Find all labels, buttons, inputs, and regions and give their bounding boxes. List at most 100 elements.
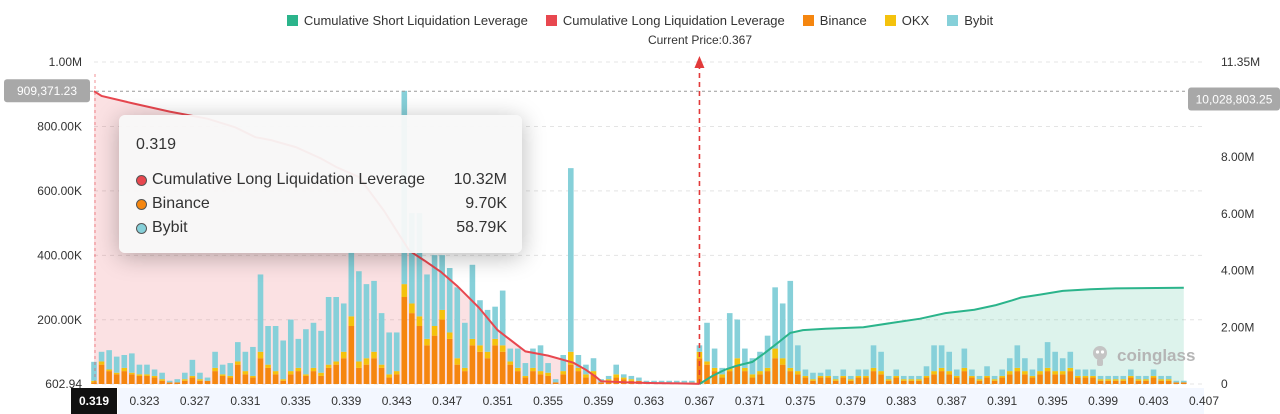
bar-bybit bbox=[552, 379, 559, 383]
y-left-marker-label: 909,371.23 bbox=[17, 84, 77, 98]
bar-bybit bbox=[522, 363, 529, 376]
bar-okx bbox=[1075, 375, 1081, 378]
bar-okx bbox=[91, 380, 97, 383]
bar-binance bbox=[522, 377, 529, 384]
y-left-tick-label: 800.00K bbox=[37, 119, 82, 133]
bar-bybit bbox=[310, 322, 317, 368]
bar-okx bbox=[431, 326, 438, 336]
x-tick-label: 0.351 bbox=[483, 394, 513, 408]
bar-bybit bbox=[537, 345, 544, 372]
y-right-tick-label: 6.00M bbox=[1221, 207, 1254, 221]
bar-bybit bbox=[749, 358, 756, 375]
bar-okx bbox=[242, 371, 249, 375]
bar-okx bbox=[560, 371, 567, 375]
bar-binance bbox=[499, 351, 506, 384]
bar-binance bbox=[991, 380, 998, 384]
bar-bybit bbox=[825, 369, 831, 376]
x-tick-label: 0.359 bbox=[584, 394, 614, 408]
x-tick-label: 0.355 bbox=[533, 394, 563, 408]
legend-item-long[interactable]: Cumulative Long Liquidation Leverage bbox=[545, 13, 785, 28]
bar-okx bbox=[1158, 379, 1164, 381]
bar-okx bbox=[287, 371, 294, 375]
bar-bybit bbox=[507, 348, 514, 362]
x-tick-label: 0.335 bbox=[281, 394, 311, 408]
bar-binance bbox=[1067, 371, 1074, 384]
legend-swatch-okx bbox=[884, 15, 896, 26]
legend-item-short[interactable]: Cumulative Short Liquidation Leverage bbox=[286, 13, 528, 28]
bar-binance bbox=[356, 367, 362, 384]
bar-binance bbox=[779, 364, 786, 384]
x-tick-label: 0.403 bbox=[1139, 394, 1169, 408]
bar-binance bbox=[446, 338, 453, 384]
x-tick-label: 0.339 bbox=[331, 394, 361, 408]
bar-okx bbox=[1120, 379, 1127, 381]
bar-okx bbox=[340, 351, 347, 359]
bar-okx bbox=[393, 371, 400, 375]
bar-bybit bbox=[151, 369, 158, 376]
bar-binance bbox=[946, 374, 953, 384]
bar-bybit bbox=[492, 306, 498, 339]
bar-bybit bbox=[810, 372, 816, 380]
bar-okx bbox=[409, 303, 415, 314]
bar-bybit bbox=[696, 345, 703, 352]
bar-okx bbox=[129, 372, 135, 375]
chart-legend: Cumulative Short Liquidation Leverage Cu… bbox=[0, 13, 1280, 28]
bar-bybit bbox=[393, 332, 400, 372]
bar-bybit bbox=[681, 380, 688, 383]
x-tick-label: 0.371 bbox=[735, 394, 765, 408]
bar-binance bbox=[1014, 371, 1021, 384]
bar-okx bbox=[795, 371, 801, 375]
bar-binance bbox=[287, 374, 294, 384]
bar-okx bbox=[757, 371, 763, 375]
bar-bybit bbox=[726, 313, 733, 368]
bar-bybit bbox=[257, 274, 264, 352]
legend-item-binance[interactable]: Binance bbox=[802, 13, 867, 28]
bar-binance bbox=[810, 380, 816, 384]
bar-okx bbox=[250, 375, 256, 378]
short-liquidation-line bbox=[698, 286, 1184, 385]
bar-binance bbox=[908, 380, 915, 384]
bar-bybit bbox=[1052, 351, 1058, 372]
bar-bybit bbox=[204, 377, 211, 381]
y-left-tick-label: 602.94 bbox=[45, 377, 82, 391]
bar-binance bbox=[197, 380, 203, 384]
x-tick-label: 0.391 bbox=[987, 394, 1017, 408]
bar-binance bbox=[454, 364, 461, 384]
bar-okx bbox=[1014, 367, 1021, 372]
bar-bybit bbox=[1090, 369, 1096, 376]
bar-okx bbox=[969, 375, 975, 378]
bar-binance bbox=[976, 380, 983, 384]
bar-binance bbox=[1105, 380, 1111, 384]
bar-okx bbox=[144, 374, 150, 376]
x-tick-label: 0.343 bbox=[382, 394, 412, 408]
bar-bybit bbox=[212, 351, 218, 368]
bar-okx bbox=[946, 371, 953, 375]
bar-binance bbox=[999, 377, 1005, 384]
bar-binance bbox=[1165, 380, 1172, 384]
bar-binance bbox=[552, 382, 559, 384]
bar-binance bbox=[931, 374, 937, 384]
bar-binance bbox=[1173, 382, 1180, 384]
bar-bybit bbox=[734, 319, 741, 359]
y-right-tick-label: 4.00M bbox=[1221, 264, 1254, 278]
bar-bybit bbox=[1014, 345, 1021, 368]
bar-okx bbox=[189, 375, 196, 378]
bar-binance bbox=[303, 375, 309, 384]
bar-okx bbox=[446, 332, 453, 339]
tooltip-dot-bybit bbox=[136, 222, 147, 234]
bar-binance bbox=[1029, 377, 1036, 384]
bar-okx bbox=[817, 375, 824, 378]
bar-binance bbox=[1037, 374, 1043, 384]
bar-okx bbox=[749, 374, 756, 378]
bar-bybit bbox=[166, 380, 173, 383]
legend-item-okx[interactable]: OKX bbox=[884, 13, 929, 28]
tooltip-row-bybit: Bybit 58.79K bbox=[136, 219, 507, 237]
bar-binance bbox=[129, 374, 135, 384]
legend-item-bybit[interactable]: Bybit bbox=[947, 13, 993, 28]
bar-bybit bbox=[953, 369, 960, 376]
bar-okx bbox=[711, 367, 718, 372]
bar-binance bbox=[151, 377, 158, 384]
bar-binance bbox=[477, 351, 483, 384]
x-tick-label: 0.327 bbox=[180, 394, 210, 408]
bar-okx bbox=[310, 367, 317, 372]
